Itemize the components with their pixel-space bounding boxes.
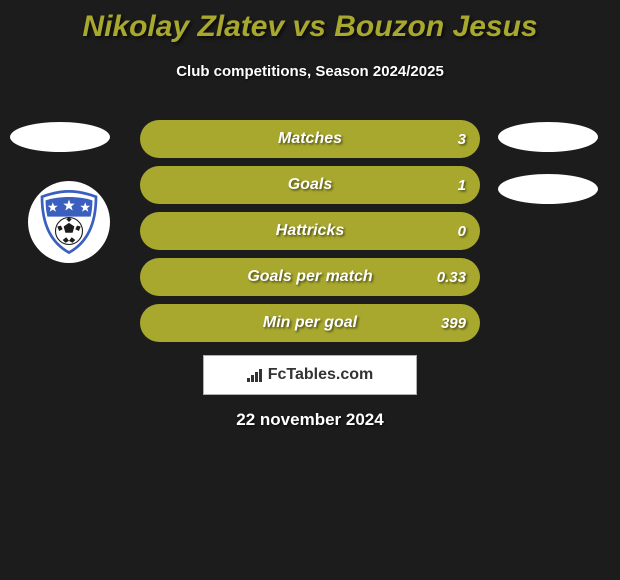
stat-row: Min per goal 399	[140, 304, 480, 342]
stat-row: Goals 1	[140, 166, 480, 204]
stat-row: Matches 3	[140, 120, 480, 158]
competition-subtitle: Club competitions, Season 2024/2025	[0, 63, 620, 80]
infographic-canvas: Nikolay Zlatev vs Bouzon Jesus Club comp…	[0, 0, 620, 580]
player-photo-left	[10, 122, 110, 152]
club-badge-right	[498, 174, 598, 204]
watermark-text: FcTables.com	[268, 366, 374, 384]
stat-label: Goals per match	[247, 268, 372, 286]
comparison-title: Nikolay Zlatev vs Bouzon Jesus	[0, 10, 620, 44]
stat-value-right: 0	[458, 223, 466, 240]
player-photo-right	[498, 122, 598, 152]
stat-row: Goals per match 0.33	[140, 258, 480, 296]
watermark-box: FcTables.com	[203, 355, 417, 395]
club-badge-left	[28, 181, 110, 263]
stat-label: Hattricks	[276, 222, 344, 240]
stat-value-right: 399	[441, 315, 466, 332]
stat-value-right: 3	[458, 131, 466, 148]
shield-badge-icon	[33, 186, 105, 258]
stat-value-right: 1	[458, 177, 466, 194]
barchart-icon	[247, 368, 262, 382]
stat-row: Hattricks 0	[140, 212, 480, 250]
stat-value-right: 0.33	[437, 269, 466, 286]
stat-label: Goals	[288, 176, 332, 194]
stat-label: Min per goal	[263, 314, 357, 332]
generation-date: 22 november 2024	[0, 410, 620, 430]
stat-label: Matches	[278, 130, 342, 148]
